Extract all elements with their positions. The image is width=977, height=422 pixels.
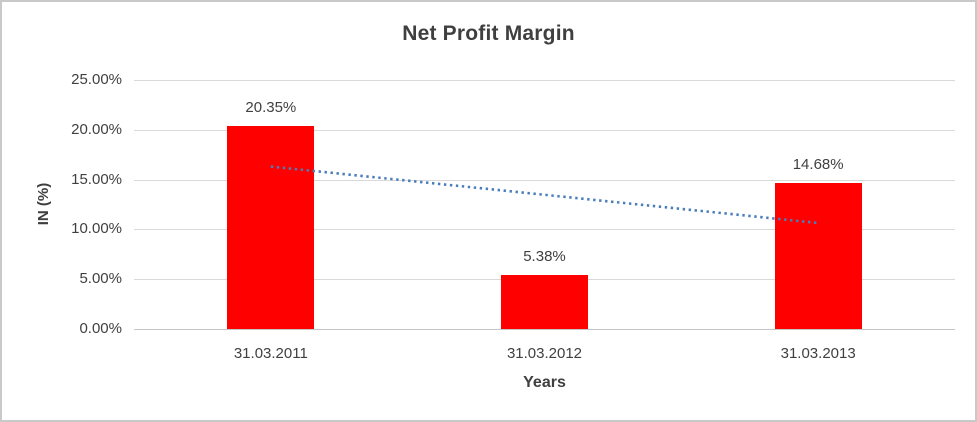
gridline <box>134 129 955 131</box>
x-axis-line <box>134 329 955 330</box>
gridline <box>134 179 955 181</box>
y-tick-label: 20.00% <box>71 120 122 138</box>
gridline <box>134 80 955 81</box>
x-axis-title: Years <box>523 374 566 391</box>
gridline <box>134 229 955 231</box>
plot-area: 20.35% 5.38% 14.68% <box>134 80 955 330</box>
bar <box>227 126 315 329</box>
y-tick-label: 25.00% <box>71 71 122 88</box>
bar <box>774 182 862 329</box>
x-tick-label: 31.03.2011 <box>233 345 308 362</box>
y-tick-label: 15.00% <box>71 170 122 188</box>
trendline <box>270 165 819 225</box>
y-tick-label: 10.00% <box>71 220 122 238</box>
chart-title: Net Profit Margin <box>402 22 575 45</box>
bar <box>501 275 588 329</box>
y-tick-label: 0.00% <box>79 320 122 337</box>
bar-value-label: 14.68% <box>792 155 844 173</box>
bar-value-label: 5.38% <box>523 248 566 266</box>
y-tick-label: 5.00% <box>79 270 122 288</box>
x-tick-label: 31.03.2012 <box>506 345 583 362</box>
bar-value-label: 20.35% <box>245 99 297 117</box>
x-tick-label: 31.03.2013 <box>780 345 856 362</box>
